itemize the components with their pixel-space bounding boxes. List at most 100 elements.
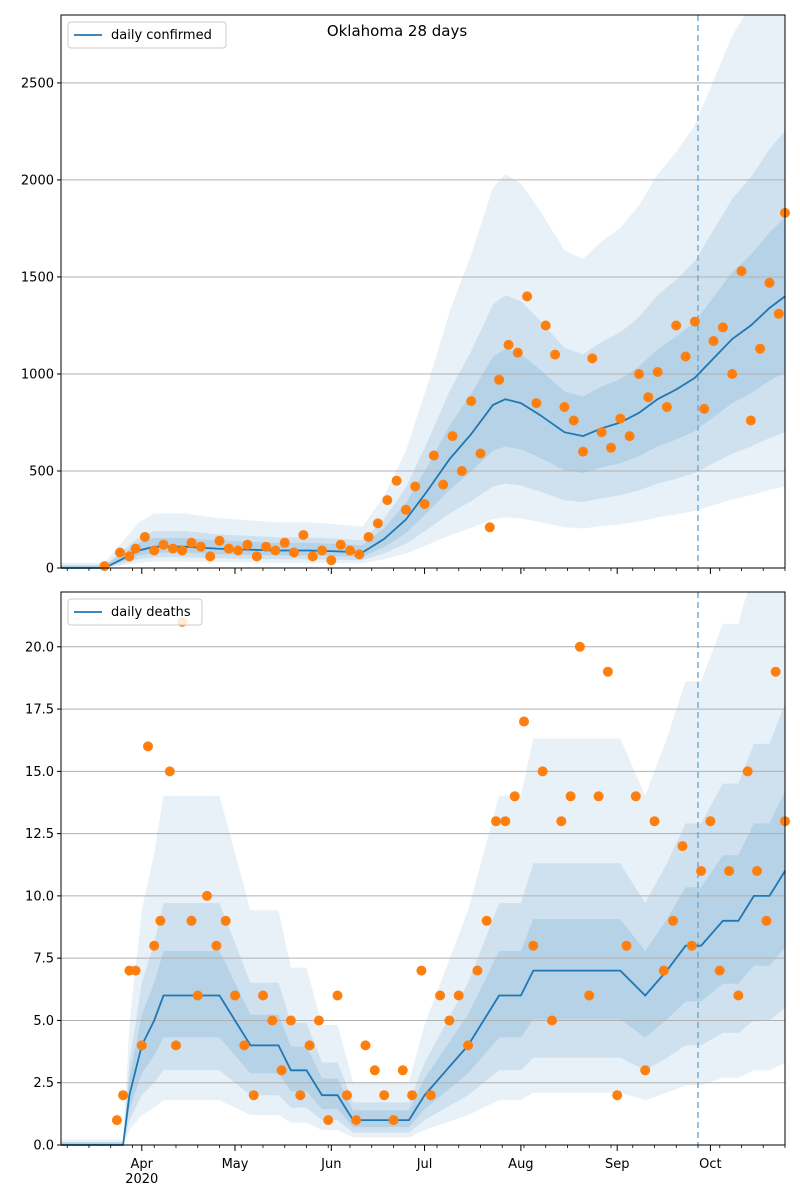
observed-point [503,339,514,350]
observed-point [298,530,309,540]
observed-point [578,446,588,457]
observed-point [466,396,477,407]
observed-point [279,537,290,548]
observed-point [453,990,464,1001]
observed-point [372,518,383,529]
observed-point [124,551,135,562]
observed-point [438,479,449,490]
observed-point [416,965,427,976]
x-tick-label: Jul [416,1157,433,1172]
observed-point [295,1090,306,1101]
observed-point [397,1065,408,1076]
observed-point [475,448,486,459]
observed-point [276,1065,287,1076]
deaths-observed-points [111,616,790,1126]
y-tick-label: 0 [46,562,54,577]
confirmed-axes-frame [60,14,786,569]
observed-point [435,990,446,1001]
observed-point [481,915,492,926]
observed-point [186,915,197,926]
observed-point [111,1115,122,1126]
observed-point [335,539,346,550]
observed-point [668,915,679,926]
observed-point [230,990,240,1001]
observed-point [658,965,669,976]
observed-point [223,543,234,554]
observed-point [379,1090,390,1101]
confirmed-panel: 0 500 1000 1500 2000 2500 Oklahoma 28 days da… [21,14,790,577]
observed-point [764,277,775,288]
uncertainty-band-2 [61,703,785,1145]
y-tick-label: 2000 [21,173,54,188]
observed-point [341,1090,352,1101]
observed-point [761,915,772,926]
y-tick-label: 0.0 [33,1139,54,1154]
confirmed-chart-title: Oklahoma 28 days [327,22,468,40]
observed-point [512,347,523,358]
observed-point [770,666,781,677]
observed-point [251,551,262,562]
observed-point [615,413,626,424]
observed-point [547,1015,557,1026]
observed-point [456,466,467,476]
observed-point [733,990,744,1001]
observed-point [99,561,110,572]
observed-point [115,547,125,558]
observed-point [220,915,231,926]
confirmed-x-axis [66,568,786,574]
uncertainty-band-2 [61,130,785,568]
observed-point [211,940,222,951]
observed-point [540,320,551,331]
observed-point [388,1115,399,1126]
observed-point [522,291,533,302]
observed-point [177,545,188,556]
deaths-legend: daily deaths [67,598,203,626]
deaths-x-axis: Apr May Jun Jul Aug Sep Oct 2020 [66,1145,786,1187]
observed-point [755,343,766,354]
observed-point [155,915,166,926]
observed-point [391,475,402,486]
observed-point [559,402,570,412]
observed-point [143,741,153,752]
observed-point [139,532,150,542]
observed-point [261,541,272,552]
observed-point [661,402,672,412]
deaths-uncertainty-bands [61,592,785,1145]
observed-point [289,547,299,558]
observed-point [258,990,268,1001]
observed-point [686,940,697,951]
observed-point [671,320,682,331]
observed-point [205,551,216,562]
y-tick-label: 10.0 [25,889,54,904]
observed-point [307,551,318,562]
observed-point [640,1065,651,1076]
observed-point [326,555,337,566]
deaths-gridlines [61,646,785,1084]
observed-point [345,545,355,556]
confirmed-gridlines [61,82,785,472]
y-tick-label: 500 [29,464,54,479]
observed-point [773,308,784,319]
x-tick-label: Sep [605,1157,630,1172]
observed-point [699,403,710,414]
observed-point [248,1090,259,1101]
observed-point [568,415,579,426]
observed-point [158,539,169,550]
y-tick-label: 20.0 [25,640,54,655]
y-tick-label: 15.0 [25,765,54,780]
observed-point [556,816,567,827]
observed-point [400,504,411,515]
observed-point [363,532,374,542]
observed-point [531,398,542,409]
observed-point [724,866,735,876]
observed-point [509,791,520,802]
observed-point [419,499,430,509]
uncertainty-band-1 [61,592,785,1145]
observed-point [689,316,700,327]
observed-point [500,816,511,827]
observed-point [149,545,160,556]
x-tick-label: Jun [320,1157,341,1172]
observed-point [136,1040,147,1051]
observed-point [727,369,738,379]
